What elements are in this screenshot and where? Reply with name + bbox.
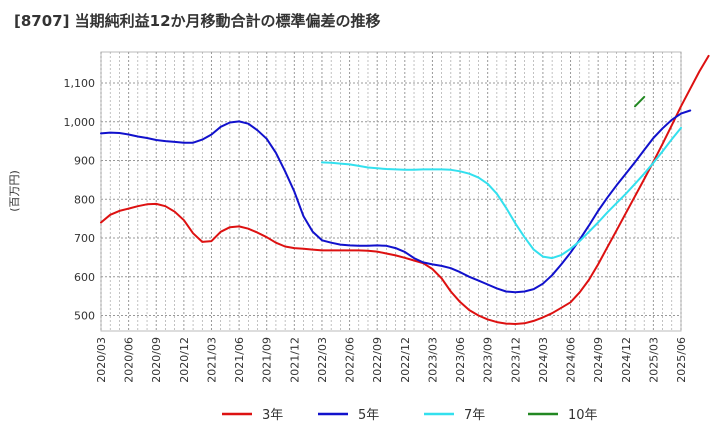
y-tick-label: 600 [74, 271, 95, 284]
y-tick-label: 500 [74, 310, 95, 323]
x-tick-label: 2020/03 [95, 337, 108, 383]
x-axis: 2020/03 2020/06 2020/09 2020/12 2021/03 2021/… [95, 337, 688, 383]
x-tick-label: 2020/09 [150, 337, 163, 383]
series-line [321, 126, 682, 260]
x-tick-label: 2021/06 [233, 337, 246, 383]
x-tick-label: 2023/12 [509, 337, 522, 383]
legend: 3年 5年 7年 10年 [222, 408, 598, 423]
x-tick-label: 2023/06 [454, 337, 467, 383]
y-tick-label: 900 [74, 155, 95, 168]
x-tick-label: 2024/06 [565, 337, 578, 383]
x-tick-label: 2024/09 [592, 337, 605, 383]
x-tick-label: 2022/12 [399, 337, 412, 383]
x-tick-label: 2021/12 [288, 337, 301, 383]
x-tick-label: 2020/06 [123, 337, 136, 383]
x-tick-label: 2021/09 [261, 337, 274, 383]
x-tick-label: 2021/03 [205, 337, 218, 383]
x-tick-label: 2025/03 [647, 337, 660, 383]
legend-label: 3年 [262, 408, 283, 423]
y-tick-label: 800 [74, 193, 95, 206]
x-tick-label: 2025/06 [675, 337, 688, 383]
x-tick-label: 2022/03 [316, 337, 329, 383]
x-tick-label: 2020/12 [178, 337, 191, 383]
y-axis-label: (百万円) [8, 170, 21, 212]
series-line [100, 54, 710, 325]
legend-label: 10年 [568, 408, 598, 423]
legend-label: 7年 [464, 408, 485, 423]
x-tick-label: 2023/03 [426, 337, 439, 383]
grid-layer [100, 52, 682, 331]
y-axis: 500 600 700 800 900 1,000 1,100 [64, 77, 96, 323]
legend-label: 5年 [358, 408, 379, 423]
x-tick-label: 2022/06 [344, 337, 357, 383]
plot-background [100, 51, 682, 332]
x-tick-label: 2024/03 [537, 337, 550, 383]
series-layer [100, 54, 710, 325]
series-line [100, 109, 692, 294]
x-tick-label: 2022/09 [371, 337, 384, 383]
series-line [634, 95, 646, 108]
y-tick-label: 1,100 [64, 77, 96, 90]
y-tick-label: 700 [74, 232, 95, 245]
x-tick-label: 2023/09 [482, 337, 495, 383]
x-tick-label: 2024/12 [620, 337, 633, 383]
y-tick-label: 1,000 [64, 116, 96, 129]
chart-title: [8707] 当期純利益12か月移動合計の標準偏差の推移 [14, 12, 381, 30]
